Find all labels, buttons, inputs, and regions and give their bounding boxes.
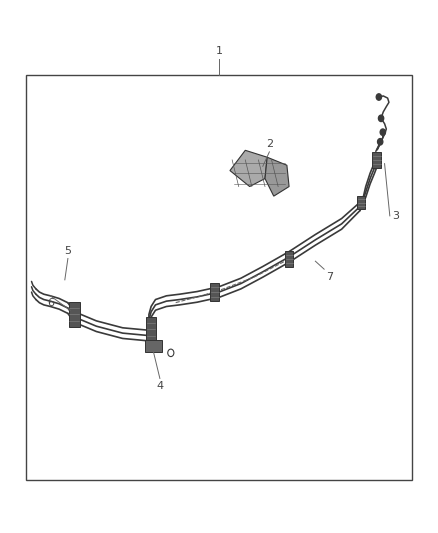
Circle shape [380,129,385,135]
Polygon shape [265,157,289,196]
Text: 2: 2 [266,139,273,149]
Circle shape [376,94,381,100]
Bar [26,75,412,480]
Text: 1: 1 [215,46,223,56]
Text: 5: 5 [64,246,71,256]
Circle shape [378,115,384,122]
Text: 3: 3 [392,211,399,221]
Bar [210,282,219,302]
Text: 7: 7 [326,272,333,282]
Text: 6: 6 [47,298,54,309]
Bar [69,302,80,327]
Bar [146,317,156,342]
Circle shape [378,139,383,145]
Bar [285,251,293,267]
Polygon shape [230,150,267,187]
Text: 4: 4 [156,381,163,391]
Bar [145,340,162,352]
Bar [357,196,365,209]
Bar [372,152,381,168]
